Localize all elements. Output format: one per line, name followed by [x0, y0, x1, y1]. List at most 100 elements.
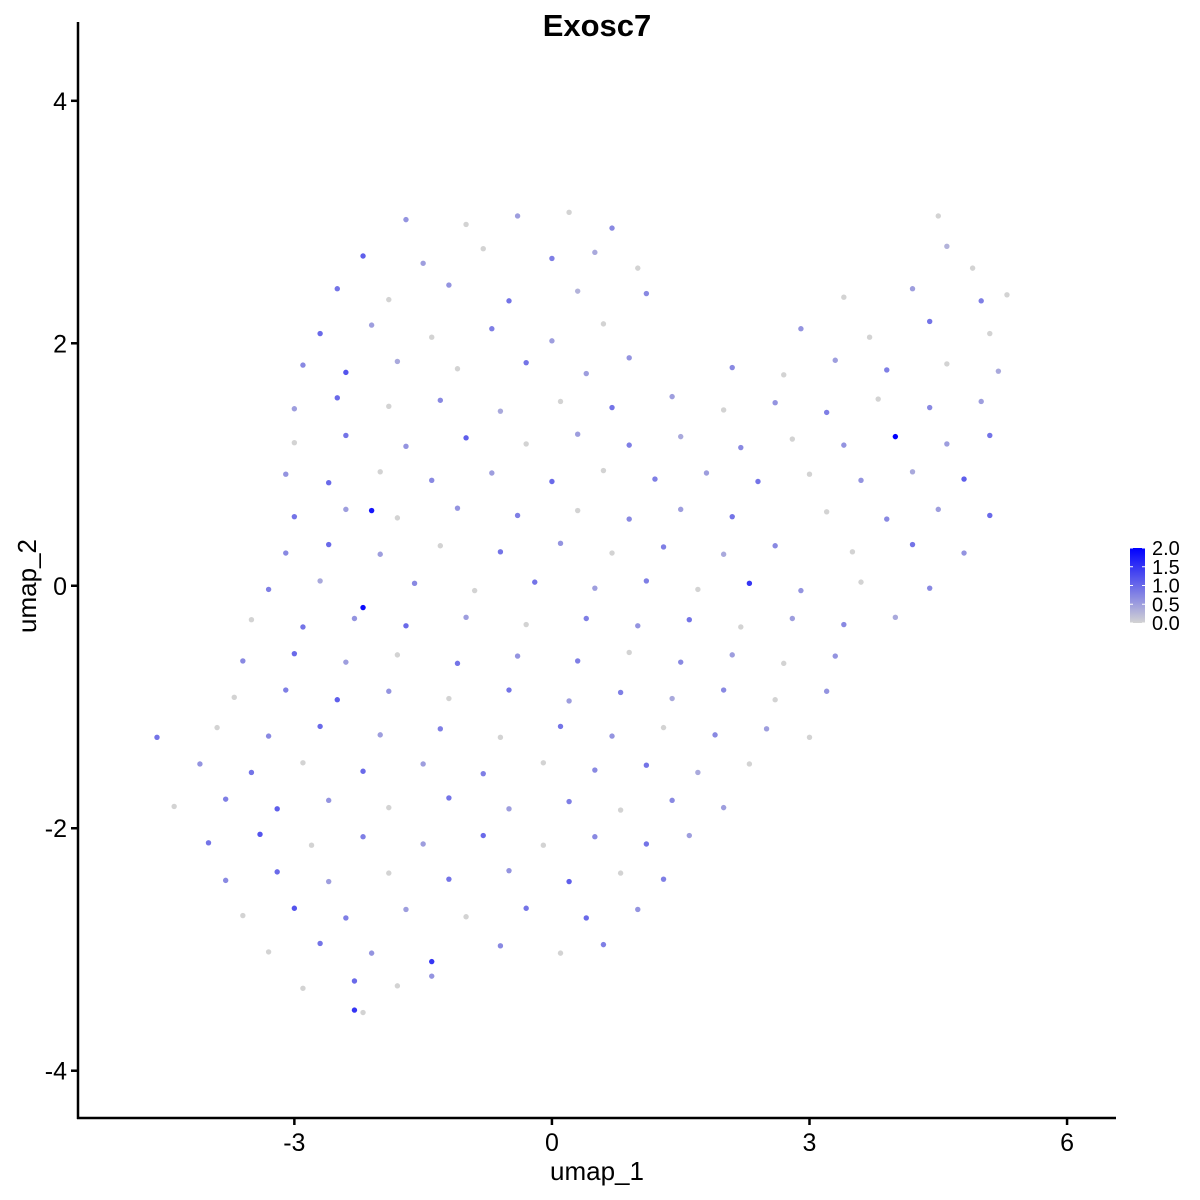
- data-point: [386, 688, 392, 694]
- data-point: [377, 551, 383, 557]
- data-point: [609, 404, 615, 411]
- data-point: [231, 694, 237, 701]
- data-point: [720, 551, 727, 557]
- data-point: [841, 442, 847, 448]
- data-point: [703, 470, 710, 476]
- data-point: [420, 260, 426, 266]
- data-point: [884, 516, 890, 522]
- data-point: [652, 476, 658, 482]
- data-point: [463, 914, 469, 920]
- data-point: [566, 878, 572, 885]
- x-tick-label: -3: [283, 1129, 305, 1157]
- x-tick-label: 0: [545, 1129, 559, 1157]
- data-point: [583, 370, 589, 377]
- y-tick-label: 0: [53, 573, 67, 601]
- colorbar: [1130, 548, 1145, 623]
- data-point: [720, 687, 727, 693]
- data-point: [360, 253, 366, 259]
- data-point: [514, 653, 521, 659]
- x-axis-ticks: -3 0 3 6: [283, 1118, 1074, 1157]
- data-point: [514, 512, 521, 519]
- data-point: [317, 723, 323, 730]
- data-point: [592, 249, 598, 256]
- data-point: [686, 832, 692, 839]
- data-point: [678, 659, 684, 665]
- data-point: [978, 398, 984, 405]
- data-point: [506, 867, 512, 874]
- data-point: [325, 797, 332, 804]
- data-point: [909, 469, 916, 475]
- data-point: [463, 435, 469, 441]
- data-point: [944, 361, 950, 367]
- data-point: [841, 294, 847, 300]
- data-point: [368, 950, 375, 956]
- data-point: [386, 403, 392, 410]
- data-point: [420, 841, 426, 847]
- data-point: [823, 509, 830, 515]
- data-point: [617, 870, 624, 876]
- data-point: [257, 831, 263, 838]
- data-point: [858, 579, 864, 585]
- data-point: [368, 507, 375, 514]
- data-point: [480, 770, 486, 777]
- data-point: [506, 298, 512, 304]
- data-point: [978, 298, 984, 304]
- data-point: [583, 615, 589, 622]
- data-point: [626, 649, 632, 656]
- y-tick-label: -4: [45, 1058, 67, 1086]
- data-point: [729, 364, 735, 371]
- data-point: [643, 578, 650, 584]
- data-point: [394, 983, 401, 989]
- data-point: [695, 586, 701, 593]
- data-point: [343, 659, 349, 665]
- data-point: [987, 432, 993, 439]
- data-point: [592, 585, 598, 591]
- data-point: [806, 471, 813, 477]
- data-point: [386, 804, 392, 811]
- x-tick-label: 3: [803, 1129, 817, 1157]
- data-point: [798, 587, 804, 594]
- data-point: [283, 687, 289, 693]
- data-point: [806, 734, 813, 741]
- data-point: [334, 286, 340, 292]
- data-point: [506, 806, 512, 812]
- data-point: [291, 650, 298, 657]
- x-tick-label: 6: [1060, 1129, 1074, 1157]
- data-point: [291, 439, 298, 446]
- data-point: [420, 761, 426, 767]
- data-point: [240, 912, 246, 919]
- data-point: [557, 950, 564, 956]
- data-point: [909, 541, 916, 548]
- data-point: [222, 877, 229, 884]
- data-point: [351, 978, 358, 984]
- data-point: [291, 406, 298, 412]
- data-point: [660, 544, 667, 550]
- data-point: [497, 408, 504, 414]
- data-point: [429, 973, 435, 979]
- data-point: [437, 397, 444, 403]
- data-point: [506, 687, 512, 693]
- data-point: [471, 587, 478, 594]
- data-point: [317, 578, 323, 584]
- data-point: [325, 541, 332, 548]
- data-point: [205, 840, 212, 846]
- legend-tick-label: 1.0: [1152, 576, 1180, 598]
- data-point: [926, 585, 933, 591]
- data-point: [497, 734, 504, 741]
- data-point: [523, 905, 529, 911]
- data-point: [351, 1007, 358, 1013]
- data-point: [669, 695, 675, 702]
- data-point: [291, 513, 298, 520]
- data-point: [446, 876, 452, 882]
- data-point: [317, 940, 323, 947]
- data-point: [643, 290, 650, 297]
- data-point: [841, 621, 847, 628]
- data-point: [300, 362, 306, 368]
- data-point: [222, 796, 229, 802]
- data-point: [403, 906, 409, 913]
- data-point: [523, 441, 529, 447]
- data-point: [635, 623, 641, 629]
- data-point: [832, 357, 838, 363]
- data-point: [437, 726, 444, 732]
- data-point: [274, 806, 280, 812]
